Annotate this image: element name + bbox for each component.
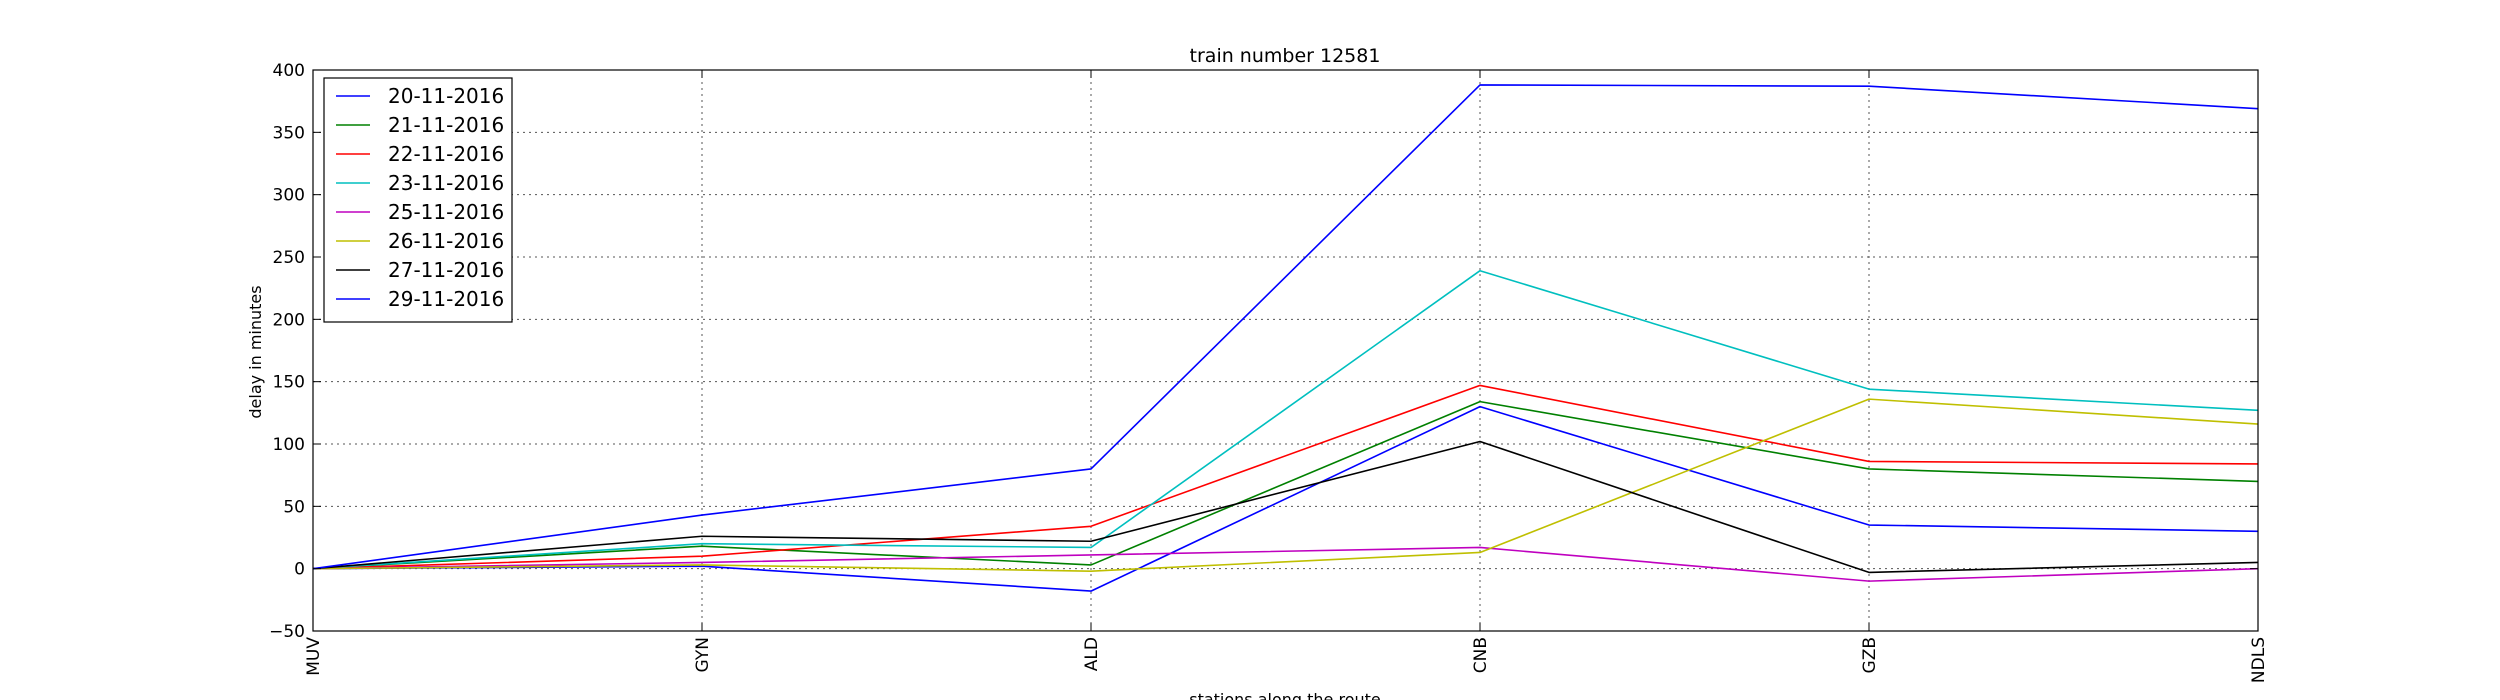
y-tick-label: 100 xyxy=(273,435,305,455)
x-axis-ticks: MUV GYN ALD CNB GZB NDLS xyxy=(304,70,2269,683)
legend-label: 27-11-2016 xyxy=(388,258,504,282)
y-tick-label: 200 xyxy=(273,310,305,330)
y-tick-label: −50 xyxy=(269,622,305,642)
legend-label: 22-11-2016 xyxy=(388,142,504,166)
legend: 20-11-2016 21-11-2016 22-11-2016 23-11-2016… xyxy=(323,77,513,323)
y-tick-label: 250 xyxy=(273,248,305,268)
x-tick-label: CNB xyxy=(1471,637,1491,673)
chart-title: train number 12581 xyxy=(1190,45,1381,67)
y-tick-label: 0 xyxy=(294,560,305,580)
legend-label: 20-11-2016 xyxy=(388,84,504,108)
y-tick-label: 50 xyxy=(283,497,305,517)
y-tick-label: 400 xyxy=(273,61,305,81)
y-axis-label: delay in minutes xyxy=(246,285,265,418)
y-axis-ticks: −50 0 50 100 150 200 250 300 350 400 xyxy=(269,61,2258,642)
x-tick-label: ALD xyxy=(1082,637,1102,671)
legend-label: 26-11-2016 xyxy=(388,229,504,253)
grid-lines xyxy=(313,70,2258,631)
legend-label: 25-11-2016 xyxy=(388,200,504,224)
x-tick-label: MUV xyxy=(304,637,324,676)
y-tick-label: 150 xyxy=(273,373,305,393)
series-line xyxy=(312,400,2259,570)
series-line xyxy=(312,398,2259,572)
series-line xyxy=(312,546,2259,582)
series-line xyxy=(312,269,2259,570)
legend-label: 23-11-2016 xyxy=(388,171,504,195)
plot-area-frame xyxy=(312,69,2259,632)
x-axis-label: stations along the route xyxy=(1189,690,1381,700)
series-line xyxy=(312,440,2259,574)
series-line xyxy=(312,84,2259,570)
x-tick-label: GYN xyxy=(693,637,713,672)
series-line xyxy=(312,405,2259,592)
legend-label: 29-11-2016 xyxy=(388,287,504,311)
series-lines xyxy=(312,84,2259,592)
series-line xyxy=(312,384,2259,570)
legend-box xyxy=(323,77,513,323)
x-tick-label: NDLS xyxy=(2249,637,2269,683)
y-tick-label: 300 xyxy=(273,186,305,206)
y-tick-label: 350 xyxy=(273,123,305,143)
legend-label: 21-11-2016 xyxy=(388,113,504,137)
x-tick-label: GZB xyxy=(1860,637,1880,673)
